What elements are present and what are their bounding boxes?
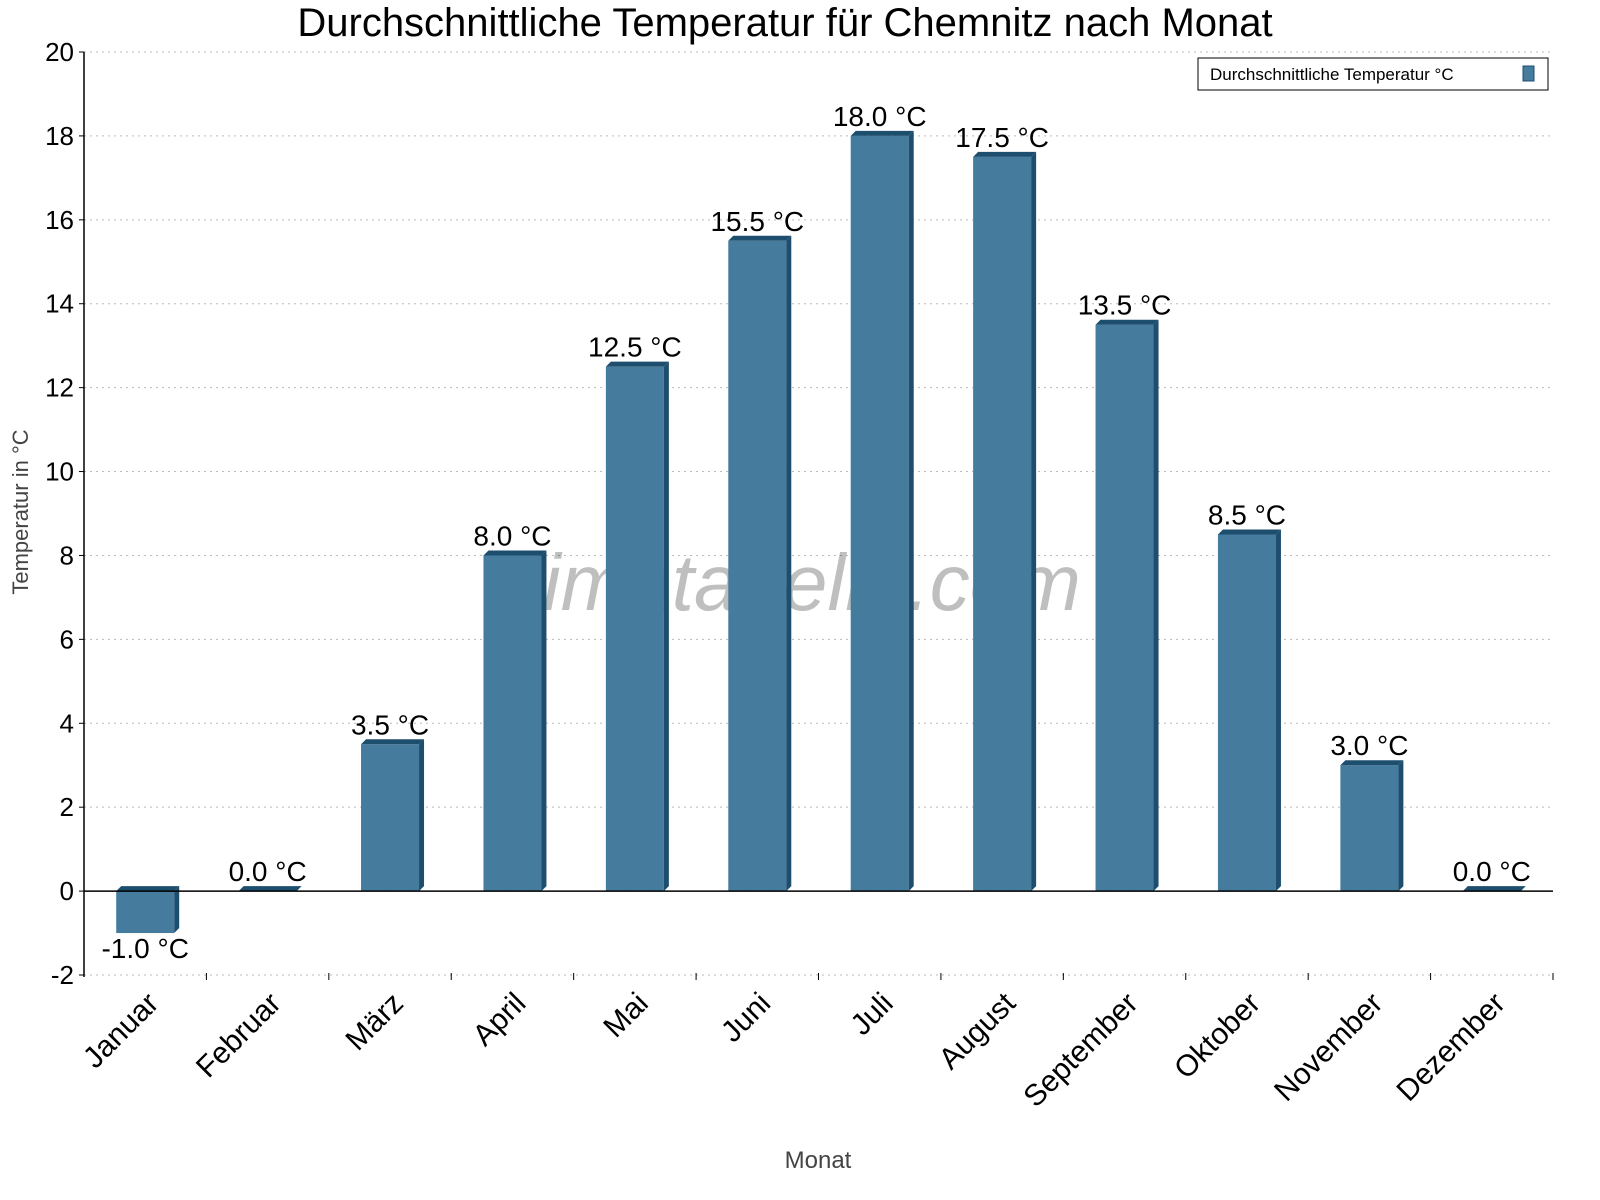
legend: Durchschnittliche Temperatur °C — [1197, 57, 1549, 91]
bars: -1.0 °C 0.0 °C 3.5 °C 8.0 °C 12.5 °C 15.5 °C 1… — [101, 101, 1530, 964]
y-tick-label: 18 — [45, 121, 74, 151]
data-label: 0.0 °C — [1453, 856, 1531, 887]
data-label: 18.0 °C — [833, 101, 927, 132]
bar — [728, 240, 787, 892]
bar-top — [116, 886, 180, 892]
y-tick-label: 14 — [45, 289, 74, 319]
gridlines — [84, 51, 1553, 976]
bar — [1095, 324, 1154, 892]
x-axis-label: Monat — [785, 1147, 852, 1174]
data-label: 15.5 °C — [710, 206, 804, 237]
bar-top — [850, 130, 914, 136]
data-label: 17.5 °C — [955, 122, 1049, 153]
data-label: 12.5 °C — [588, 332, 682, 363]
bar — [483, 555, 542, 892]
bar-top — [973, 151, 1037, 157]
legend-swatch — [1522, 65, 1535, 82]
bar-top — [483, 550, 547, 556]
bar-side — [419, 739, 425, 892]
x-tick-label: Februar — [190, 987, 288, 1085]
x-tick-label: Juli — [844, 987, 899, 1042]
bar-top — [1462, 886, 1526, 892]
bar — [973, 156, 1032, 892]
data-label: 8.0 °C — [473, 520, 551, 551]
bar — [605, 366, 664, 892]
bar-side — [1031, 151, 1037, 892]
bar — [850, 135, 909, 892]
y-tick-label: 6 — [60, 624, 74, 654]
data-label: 0.0 °C — [229, 856, 307, 887]
bar-side — [1398, 760, 1404, 892]
chart-title: Durchschnittliche Temperatur für Chemnit… — [297, 1, 1272, 45]
x-tick-label: Mai — [597, 987, 655, 1045]
x-tick-label: Dezember — [1391, 987, 1512, 1108]
bar-side — [1153, 319, 1159, 892]
x-tick-label: April — [467, 987, 533, 1053]
bar-side — [541, 550, 547, 892]
bar-side — [908, 130, 914, 892]
bar-top — [1340, 760, 1404, 766]
y-axis-label: Temperatur in °C — [8, 429, 33, 594]
bar — [116, 891, 175, 934]
data-label: 13.5 °C — [1078, 290, 1172, 321]
x-tick-label: August — [933, 986, 1023, 1076]
legend-label: Durchschnittliche Temperatur °C — [1210, 65, 1454, 84]
bar-side — [786, 235, 792, 892]
x-tick-label: Oktober — [1168, 987, 1267, 1086]
bar — [1217, 534, 1276, 892]
data-label: 3.5 °C — [351, 709, 429, 740]
bar-side — [174, 886, 180, 934]
data-label: 8.5 °C — [1208, 499, 1286, 530]
y-tick-label: 0 — [60, 876, 74, 906]
data-label: 3.0 °C — [1330, 730, 1408, 761]
x-tick-label: November — [1268, 987, 1389, 1108]
bar — [1340, 765, 1399, 892]
x-tick-label: Januar — [77, 987, 165, 1075]
bar-top — [1095, 319, 1159, 325]
bar-top — [605, 361, 669, 367]
bar — [361, 744, 420, 892]
x-tick-label: März — [340, 987, 410, 1057]
x-tick-label: September — [1017, 987, 1144, 1114]
bar-top — [361, 739, 425, 745]
bar-side — [663, 361, 669, 892]
bar-top — [728, 235, 792, 241]
bar-top — [1217, 529, 1281, 535]
x-tick-label: Juni — [715, 987, 777, 1049]
y-tick-label: 16 — [45, 205, 74, 235]
y-tick-label: 10 — [45, 457, 74, 487]
bar-side — [1275, 529, 1281, 892]
y-tick-label: -2 — [51, 960, 74, 990]
y-tick-label: 20 — [45, 37, 74, 67]
y-tick-label: 8 — [60, 540, 74, 570]
y-tick-label: 2 — [60, 792, 74, 822]
x-axis-ticks: Januar Februar März April Mai Juni Juli AugustS… — [77, 973, 1554, 1114]
y-axis-ticks: -2 0 2 4 6 8 10 12 14 16 18 20 — [45, 37, 84, 990]
legend-box — [1197, 57, 1549, 91]
bar-top — [238, 886, 302, 892]
y-tick-label: 12 — [45, 373, 74, 403]
data-label: -1.0 °C — [101, 933, 188, 964]
y-tick-label: 4 — [60, 708, 74, 738]
